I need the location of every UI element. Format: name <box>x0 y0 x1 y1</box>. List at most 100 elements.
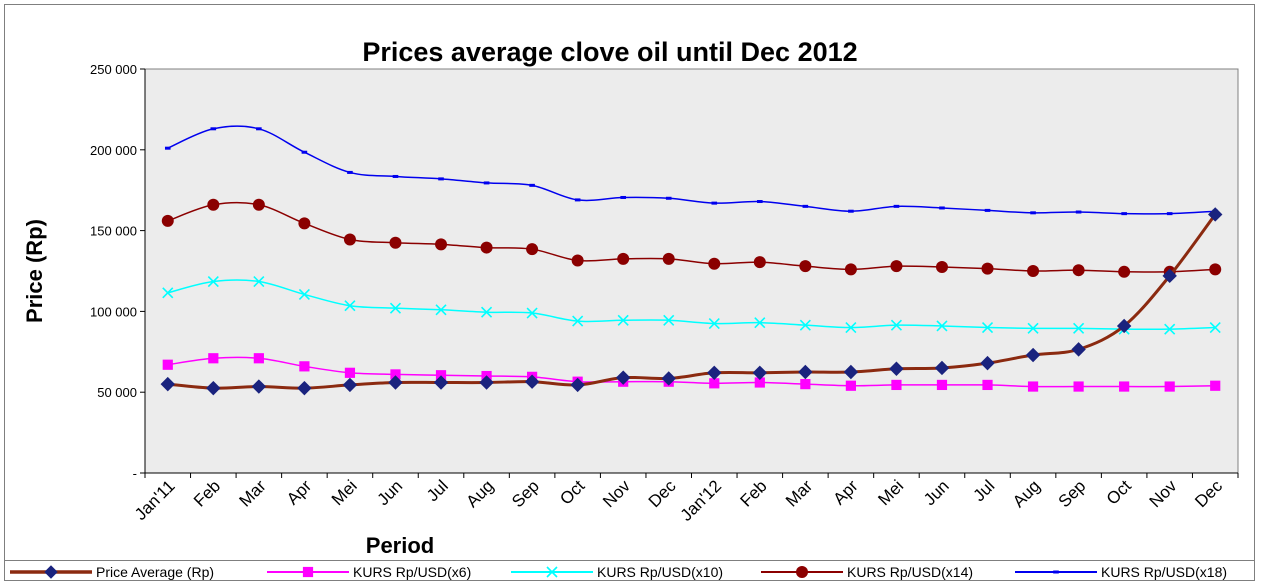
data-point <box>662 252 675 265</box>
data-point <box>1075 210 1082 214</box>
data-point <box>207 275 219 288</box>
data-point <box>936 379 948 391</box>
data-point <box>390 369 401 380</box>
data-point <box>620 195 626 199</box>
data-point <box>1209 321 1221 334</box>
data-point <box>757 200 763 204</box>
data-point <box>299 361 310 372</box>
data-point <box>572 315 584 327</box>
data-point <box>848 209 854 213</box>
x-tick-label: Jun <box>373 476 406 509</box>
data-point <box>1119 381 1130 392</box>
legend-label: KURS Rp/USD(x6) <box>353 564 471 580</box>
data-point <box>344 300 356 312</box>
data-point <box>570 377 585 393</box>
data-point <box>753 256 766 269</box>
data-point <box>342 377 358 393</box>
data-point <box>162 287 174 299</box>
legend-label: Price Average (Rp) <box>96 564 214 580</box>
data-point <box>251 379 267 394</box>
y-tick-label: 250 000 <box>90 62 137 77</box>
x-tick-label: Feb <box>190 476 224 510</box>
data-point <box>939 206 945 210</box>
data-point <box>890 260 903 273</box>
data-point <box>1209 263 1222 276</box>
data-point <box>708 317 720 330</box>
data-point <box>981 262 994 275</box>
data-point <box>1027 322 1039 334</box>
data-point <box>663 314 675 326</box>
data-point <box>574 198 581 202</box>
data-point <box>389 236 402 249</box>
legend-label: KURS Rp/USD(x10) <box>597 564 723 580</box>
x-tick-label: Jan'12 <box>677 476 725 524</box>
data-point <box>524 374 540 389</box>
data-point <box>891 379 902 391</box>
data-point <box>711 201 718 205</box>
x-tick-label: Apr <box>283 476 315 508</box>
data-point <box>479 375 494 390</box>
data-point <box>982 379 993 391</box>
data-point <box>347 170 353 174</box>
data-point <box>617 252 630 265</box>
x-tick-label: Aug <box>463 476 498 511</box>
legend-marker <box>44 565 58 579</box>
data-point <box>483 181 490 185</box>
x-axis-label: Period <box>366 533 434 558</box>
data-point <box>843 364 859 380</box>
data-point <box>1162 268 1177 284</box>
data-point <box>433 375 449 390</box>
series-2 <box>162 275 1221 335</box>
data-point <box>435 238 448 251</box>
data-point <box>298 217 311 230</box>
y-tick-label: - <box>133 466 137 481</box>
data-point <box>1027 381 1039 392</box>
data-point <box>1027 265 1040 277</box>
y-axis-label: Price (Rp) <box>22 219 47 323</box>
data-point <box>1073 381 1084 392</box>
x-tick-label: Jan'11 <box>131 476 179 524</box>
data-point <box>480 306 493 318</box>
x-tick-label: Mei <box>874 476 907 509</box>
data-point <box>526 243 539 256</box>
data-point <box>208 353 219 364</box>
data-point <box>1210 380 1221 391</box>
y-tick-label: 50 000 <box>97 385 137 400</box>
data-point <box>435 370 447 381</box>
y-tick-label: 100 000 <box>90 304 137 319</box>
data-point <box>617 314 629 326</box>
data-point <box>1025 347 1041 363</box>
x-tick-label: Sep <box>508 476 543 511</box>
data-point <box>252 198 265 211</box>
data-point <box>754 317 766 329</box>
data-point <box>210 127 217 131</box>
series-line <box>167 125 1216 215</box>
data-point <box>207 198 220 211</box>
data-point <box>1208 207 1223 222</box>
series-line <box>167 279 1216 331</box>
x-tick-label: Oct <box>556 476 588 508</box>
data-point <box>665 196 672 200</box>
data-point <box>661 371 676 386</box>
data-point <box>480 241 493 254</box>
legend-marker <box>302 566 314 578</box>
x-tick-label: Oct <box>1103 476 1135 508</box>
x-tick-label: Nov <box>599 476 634 511</box>
data-point <box>389 302 402 314</box>
data-point <box>844 263 857 276</box>
x-tick-label: Mei <box>328 476 361 509</box>
data-point <box>799 319 811 331</box>
data-point <box>980 355 995 371</box>
data-point <box>1030 211 1036 215</box>
data-point <box>752 365 768 381</box>
legend-marker <box>1053 570 1059 574</box>
x-tick-label: Jun <box>920 476 953 509</box>
data-point <box>802 204 809 208</box>
data-point <box>388 375 403 390</box>
x-tick-label: Mar <box>236 476 270 510</box>
data-point <box>164 146 171 150</box>
chart-title: Prices average clove oil until Dec 2012 <box>362 37 857 67</box>
data-point <box>571 254 584 267</box>
x-tick-label: Jul <box>423 476 452 505</box>
